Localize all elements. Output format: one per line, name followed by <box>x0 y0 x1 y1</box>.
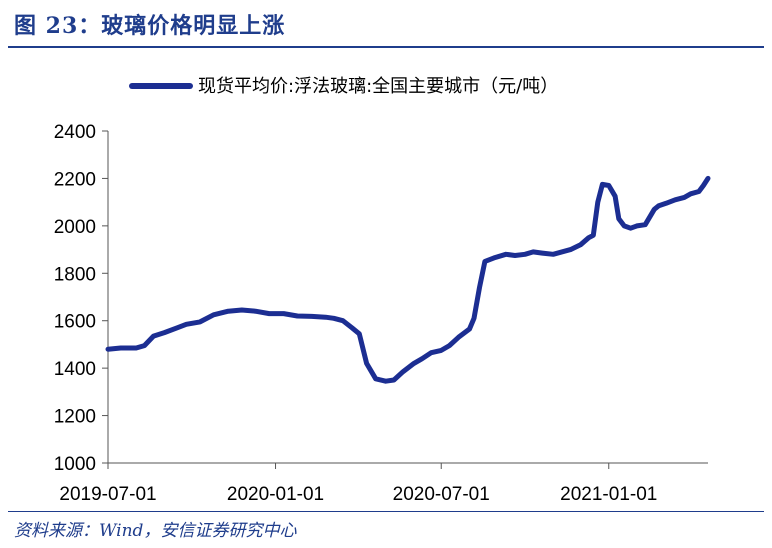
x-tick-label: 2019-07-01 <box>59 484 156 505</box>
y-tick-label: 1200 <box>54 407 96 428</box>
source-rule <box>8 511 764 512</box>
source-note: 资料来源：Wind，安信证券研究中心 <box>14 521 297 541</box>
y-tick-label: 1800 <box>54 264 96 285</box>
y-tick-label: 2400 <box>54 122 96 143</box>
figure-title: 图 23：玻璃价格明显上涨 <box>14 13 286 39</box>
legend-label: 现货平均价:浮法玻璃:全国主要城市（元/吨） <box>198 76 558 97</box>
legend: 现货平均价:浮法玻璃:全国主要城市（元/吨） <box>129 76 558 97</box>
y-tick-label: 2200 <box>54 169 96 190</box>
y-tick-label: 1600 <box>54 312 96 333</box>
y-tick-label: 2000 <box>54 217 96 238</box>
title-rule <box>8 46 764 48</box>
series-line <box>105 175 711 384</box>
x-tick-label: 2020-01-01 <box>227 484 324 505</box>
y-tick-label: 1000 <box>54 454 96 475</box>
x-axis: 2019-07-01 2020-01-01 2020-07-01 2021-01-01 <box>59 462 708 505</box>
x-tick-label: 2021-01-01 <box>560 484 657 505</box>
y-tick-label: 1400 <box>54 359 96 380</box>
y-axis: 1000 1200 1400 1600 1800 2000 2200 2400 <box>54 122 109 475</box>
x-tick-label: 2020-07-01 <box>393 484 490 505</box>
